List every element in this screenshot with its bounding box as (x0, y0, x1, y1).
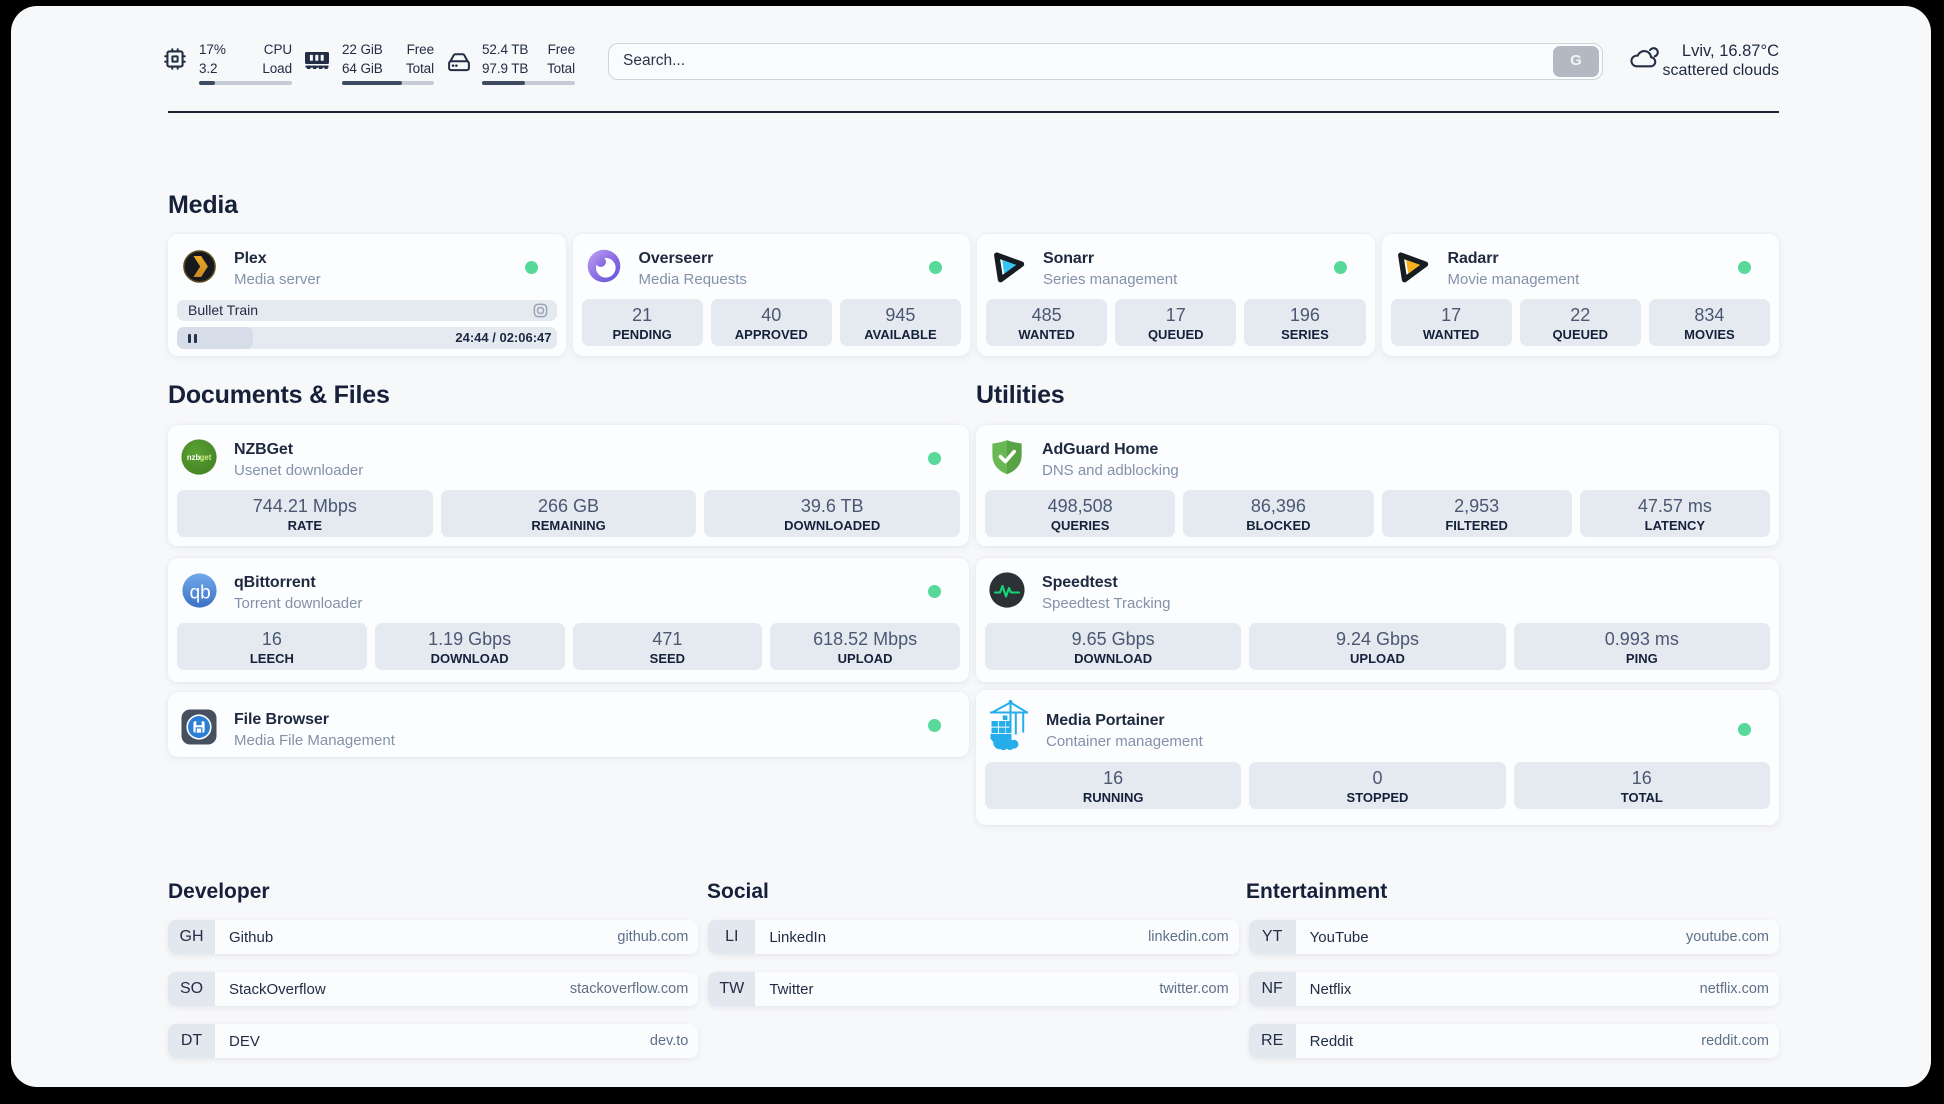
svg-text:get: get (200, 453, 212, 462)
svg-text:nzb: nzb (187, 453, 201, 462)
svg-text:qb: qb (189, 582, 210, 603)
